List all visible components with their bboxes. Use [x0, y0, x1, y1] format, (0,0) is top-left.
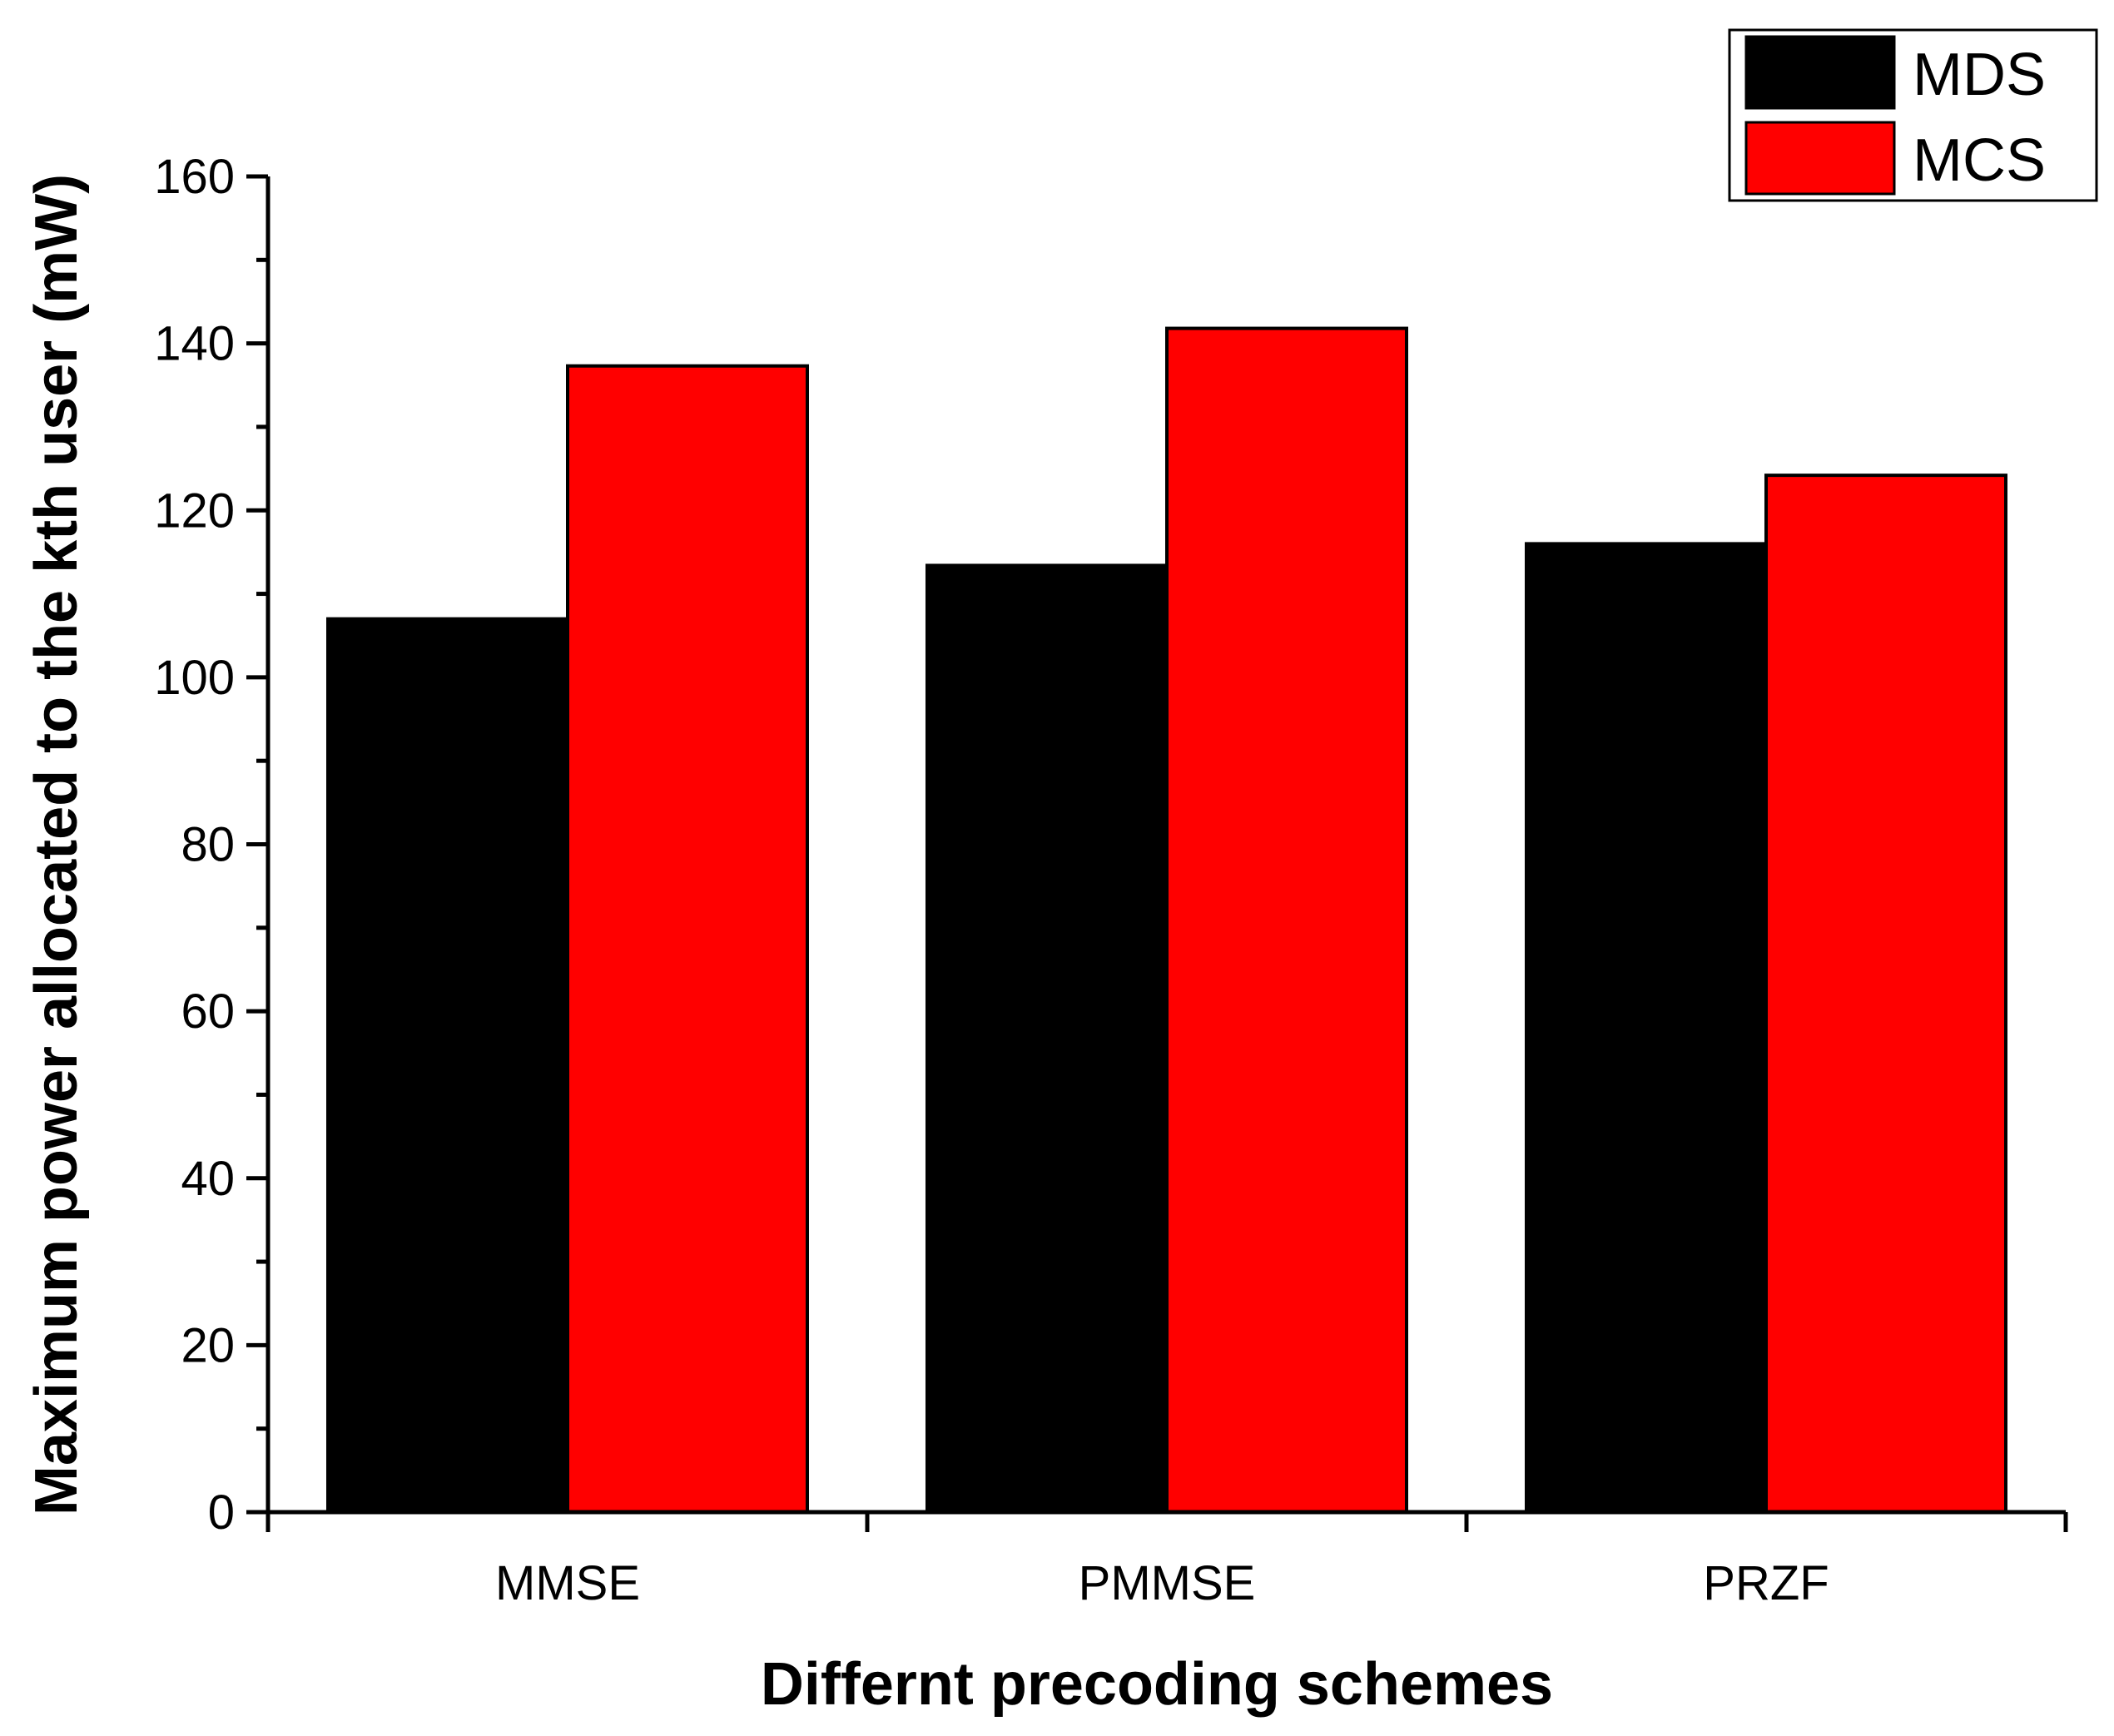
legend-label-mcs: MCS — [1913, 127, 2046, 194]
y-tick-label: 160 — [154, 150, 235, 204]
y-tick-label: 0 — [208, 1486, 235, 1540]
bars-group — [326, 326, 2007, 1515]
x-tick-label-przf: PRZF — [1703, 1556, 1829, 1610]
y-ticks-group: 0 20 40 60 80 100 120 140 160 — [154, 150, 268, 1540]
bar-mcs-pmmse — [1165, 326, 1408, 1515]
legend: MDS MCS — [1728, 28, 2098, 202]
y-tick-label: 100 — [154, 651, 235, 705]
bar-mds-przf — [1525, 542, 1768, 1514]
y-axis-title: Maximum power allocated to the kth user … — [23, 174, 90, 1515]
y-tick-label: 80 — [181, 818, 235, 872]
bar-mcs-mmse — [566, 364, 809, 1515]
x-axis-title: Differnt precoding schemes — [761, 1651, 1553, 1718]
legend-swatch-mds — [1744, 35, 1896, 110]
y-tick-label: 120 — [154, 484, 235, 538]
bar-mds-pmmse — [925, 563, 1169, 1514]
bar-mcs-przf — [1764, 474, 2007, 1514]
y-tick-label: 20 — [181, 1318, 235, 1372]
y-tick-label: 40 — [181, 1152, 235, 1206]
bar-mds-mmse — [326, 617, 569, 1514]
legend-label-mds: MDS — [1913, 42, 2046, 108]
x-tick-label-pmmse: PMMSE — [1079, 1556, 1256, 1610]
x-tick-label-mmse: MMSE — [495, 1556, 640, 1610]
y-tick-label: 60 — [181, 985, 235, 1039]
legend-swatch-mcs — [1744, 121, 1896, 196]
y-tick-label: 140 — [154, 317, 235, 371]
x-ticks-group: MMSE PMMSE PRZF — [265, 1512, 2068, 1610]
